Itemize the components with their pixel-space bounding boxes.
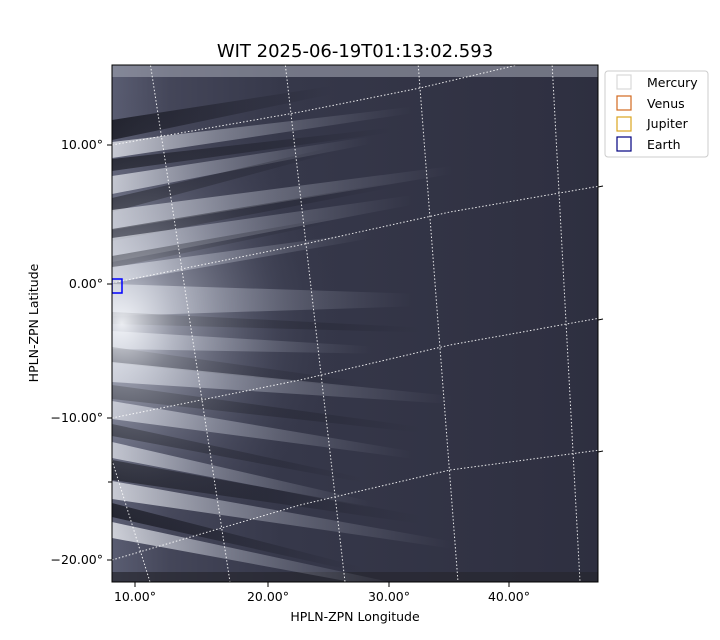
legend: Mercury Venus Jupiter Earth	[604, 70, 709, 158]
central-glow	[112, 65, 598, 582]
y-tick-label: −10.00°	[50, 410, 103, 425]
chart-title: WIT 2025-06-19T01:13:02.593	[217, 41, 493, 62]
legend-entry-jupiter: Jupiter	[616, 116, 689, 132]
x-axis-label: HPLN-ZPN Longitude	[290, 609, 420, 624]
legend-label: Venus	[647, 96, 685, 111]
legend-box	[604, 70, 709, 158]
grid-parallel	[112, 185, 598, 284]
grid-meridian	[417, 65, 459, 582]
legend-swatch	[616, 116, 632, 132]
x-tick-label: 20.00°	[247, 589, 289, 604]
grid-parallel	[112, 317, 598, 419]
earth-marker	[112, 278, 123, 294]
legend-swatch	[616, 136, 632, 152]
grid-meridian	[149, 65, 231, 582]
x-tick-label: 30.00°	[368, 589, 410, 604]
legend-swatch	[616, 74, 632, 90]
grid-parallel	[112, 65, 520, 146]
plot-frame	[111, 64, 599, 583]
right-edge-ticks	[108, 185, 604, 483]
y-tick-label: −20.00°	[50, 552, 103, 567]
x-tick-label: 10.00°	[114, 589, 156, 604]
legend-entry-earth: Earth	[616, 136, 681, 152]
legend-swatch	[616, 95, 632, 111]
y-tick-label: 0.00°	[69, 276, 103, 291]
image-area	[112, 65, 598, 582]
legend-entry-venus: Venus	[616, 95, 685, 111]
y-tick-label: 10.00°	[61, 137, 103, 152]
legend-label: Mercury	[647, 75, 698, 90]
legend-label: Earth	[647, 137, 681, 152]
x-axis: 10.00° 20.00° 30.00° 40.00° HPLN-ZPN Lon…	[114, 582, 530, 624]
grid-meridian	[112, 459, 151, 582]
coordinate-grid	[112, 65, 598, 582]
legend-entry-mercury: Mercury	[616, 74, 698, 90]
grid-meridian	[551, 65, 581, 582]
y-axis-label: HPLN-ZPN Latitude	[26, 263, 41, 382]
x-tick-label: 40.00°	[488, 589, 530, 604]
legend-label: Jupiter	[646, 116, 689, 131]
y-axis: 10.00° 0.00° −10.00° −20.00° HPLN-ZPN La…	[26, 137, 112, 567]
